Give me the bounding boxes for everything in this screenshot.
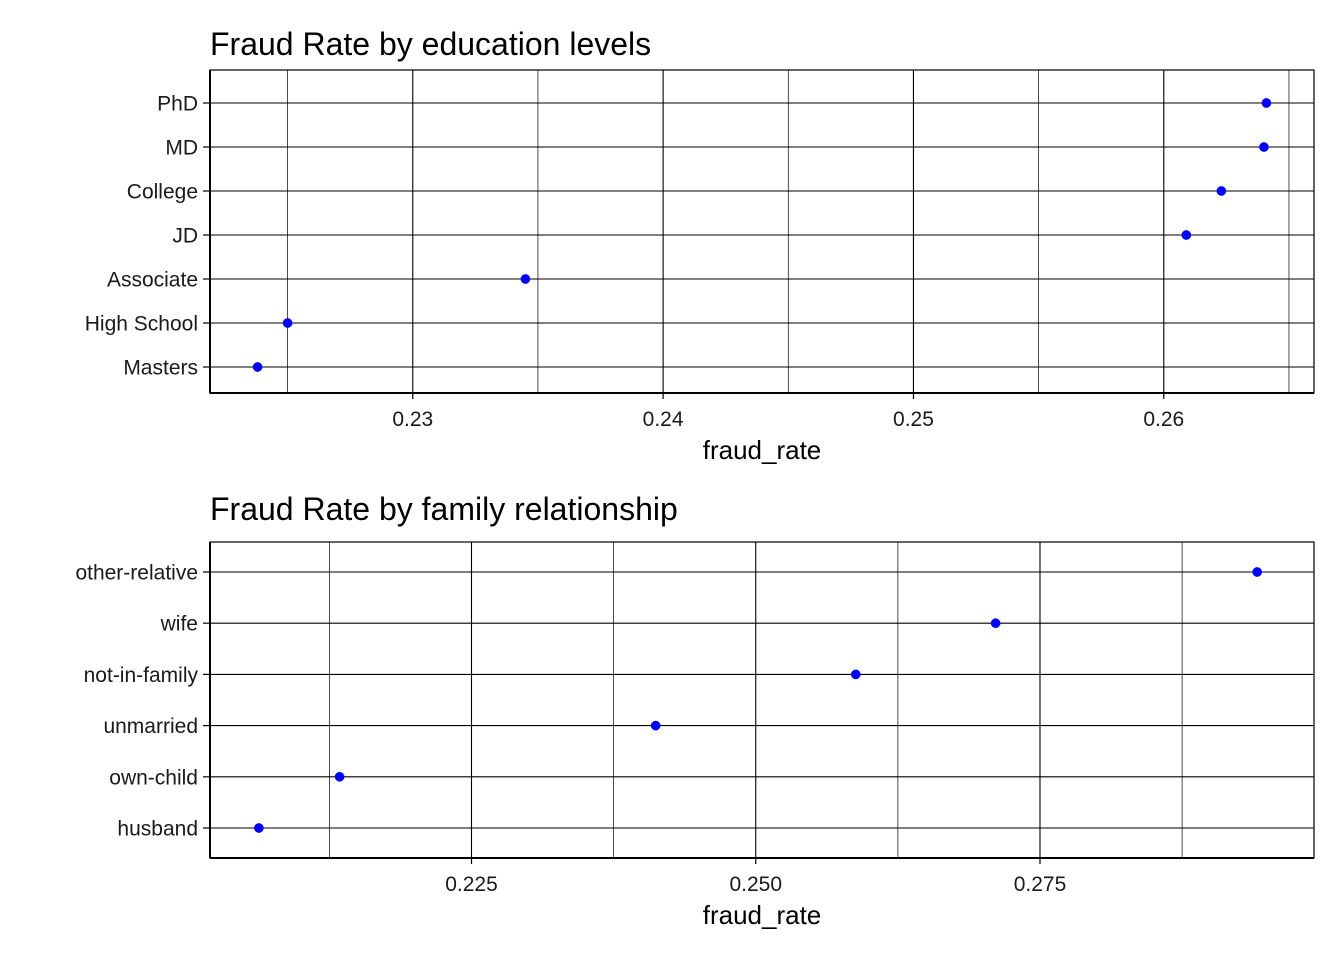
education-point-phd — [1261, 98, 1272, 108]
education-x-tick-label: 0.25 — [893, 408, 934, 431]
education-y-tick-label: Masters — [123, 357, 198, 380]
relationship-y-tick-label: wife — [160, 613, 198, 636]
education-point-high-school — [282, 318, 293, 328]
education-y-tick-label: PhD — [157, 93, 198, 116]
relationship-point-not-in-family — [850, 669, 861, 680]
relationship-point-wife — [990, 618, 1001, 629]
education-y-tick-label: JD — [172, 225, 198, 248]
education-point-college — [1216, 186, 1227, 196]
relationship-point-unmarried — [650, 720, 661, 731]
relationship-point-own-child — [334, 771, 345, 782]
relationship-x-tick-label: 0.225 — [445, 873, 498, 896]
education-y-tick-label: MD — [165, 137, 198, 160]
relationship-y-tick-label: husband — [117, 818, 198, 841]
education-x-tick-label: 0.26 — [1143, 408, 1184, 431]
education-point-jd — [1181, 230, 1192, 240]
education-point-masters — [252, 362, 263, 372]
education-point-md — [1259, 142, 1269, 152]
relationship-y-tick-label: other-relative — [75, 562, 198, 585]
education-x-tick-label: 0.24 — [643, 408, 684, 431]
education-x-tick-label: 0.23 — [392, 408, 433, 431]
education-x-axis-title: fraud_rate — [703, 435, 822, 465]
relationship-x-tick-label: 0.275 — [1014, 873, 1067, 896]
relationship-x-axis-title: fraud_rate — [703, 900, 822, 930]
relationship-point-other-relative — [1252, 567, 1263, 577]
education-y-tick-label: High School — [85, 313, 198, 336]
relationship-y-tick-label: not-in-family — [84, 664, 199, 687]
relationship-chart-title: Fraud Rate by family relationship — [210, 491, 678, 527]
education-y-tick-label: Associate — [107, 269, 198, 292]
education-point-associate — [520, 274, 531, 284]
relationship-x-tick-label: 0.250 — [729, 873, 782, 896]
education-chart-title: Fraud Rate by education levels — [210, 26, 651, 62]
education-chart-panel: Fraud Rate by education levels 0.23 0.24 0… — [85, 26, 1315, 465]
education-y-tick-label: College — [127, 181, 198, 204]
relationship-chart-panel: Fraud Rate by family relationship 0.225 0… — [75, 491, 1315, 930]
relationship-y-tick-label: unmarried — [103, 715, 198, 738]
relationship-point-husband — [254, 823, 264, 833]
relationship-y-tick-label: own-child — [109, 766, 198, 789]
